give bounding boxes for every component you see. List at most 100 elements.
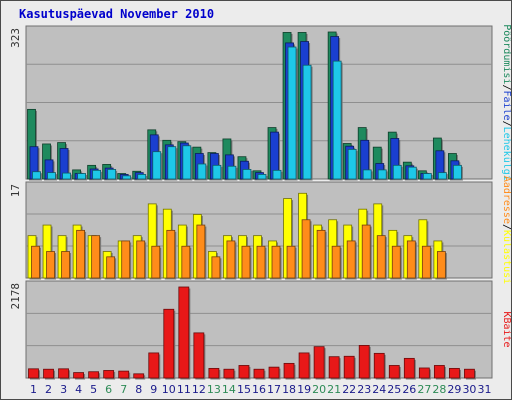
bar-lehekülgi-day-15 — [242, 169, 252, 180]
bar-lehekülgi-day-29 — [453, 164, 462, 180]
x-tick-label: 9 — [150, 383, 157, 396]
bottom-legend: KBaite — [501, 311, 511, 347]
bar-aadresse-day-9 — [151, 245, 161, 279]
bar-lehekülgi-day-26 — [407, 166, 417, 180]
x-tick-label: 1 — [30, 383, 37, 396]
bar-aadresse-day-7 — [121, 240, 131, 279]
bar-kbaite-day-1 — [28, 368, 39, 379]
bar-lehekülgi-day-24 — [377, 169, 387, 180]
x-tick-label: 10 — [162, 383, 176, 396]
bar-aadresse-day-4 — [76, 229, 85, 279]
x-tick-label: 8 — [135, 383, 142, 396]
legend-item: Faile — [501, 90, 511, 120]
bar-lehekülgi-day-22 — [347, 149, 357, 180]
bar-aadresse-day-23 — [361, 224, 371, 279]
bar-lehekülgi-day-13 — [212, 164, 222, 180]
bar-kbaite-day-15 — [238, 365, 250, 379]
bar-kbaite-day-8 — [133, 373, 145, 379]
x-tick-label: 5 — [90, 383, 97, 396]
bar-kbaite-day-22 — [343, 355, 355, 379]
bar-lehekülgi-day-9 — [152, 151, 162, 180]
bar-aadresse-day-21 — [331, 245, 341, 279]
x-tick-label: 14 — [222, 383, 236, 396]
x-tick-label: 27 — [417, 383, 431, 396]
top-ymax-label: 323 — [9, 28, 22, 48]
bar-kbaite-day-29 — [449, 367, 460, 379]
x-tick-label: 13 — [207, 383, 221, 396]
bar-lehekülgi-day-1 — [32, 171, 41, 180]
bar-aadresse-day-18 — [286, 245, 296, 279]
bar-lehekülgi-day-19 — [302, 64, 312, 180]
bar-lehekülgi-day-16 — [257, 174, 267, 180]
bar-lehekülgi-day-10 — [167, 146, 177, 180]
bar-kbaite-day-3 — [58, 368, 69, 379]
bar-aadresse-day-16 — [256, 245, 266, 279]
x-tick-label: 11 — [177, 383, 191, 396]
x-tick-label: 23 — [357, 383, 371, 396]
bar-kbaite-day-26 — [403, 357, 415, 379]
bar-kbaite-day-14 — [223, 368, 235, 379]
bar-lehekülgi-day-14 — [227, 165, 237, 180]
x-tick-label: 31 — [477, 383, 491, 396]
bar-aadresse-day-24 — [376, 235, 386, 279]
bar-kbaite-day-24 — [373, 352, 385, 379]
x-tick-label: 26 — [402, 383, 416, 396]
bar-kbaite-day-17 — [268, 366, 280, 379]
bar-aadresse-day-28 — [436, 251, 446, 279]
bottom-panel — [25, 280, 493, 379]
legend-item: Aadresse — [501, 176, 511, 224]
x-tick-label: 29 — [447, 383, 461, 396]
bar-aadresse-day-3 — [61, 251, 70, 279]
x-tick-label: 4 — [75, 383, 82, 396]
bar-aadresse-day-1 — [31, 245, 40, 279]
x-tick-label: 30 — [462, 383, 476, 396]
bar-lehekülgi-day-18 — [287, 46, 297, 180]
bar-lehekülgi-day-28 — [437, 172, 447, 180]
x-tick-label: 3 — [60, 383, 67, 396]
x-tick-label: 22 — [342, 383, 356, 396]
legend-separator: / — [501, 84, 511, 90]
middle-legend: Aadresse/Külastusi — [501, 176, 511, 284]
bar-lehekülgi-day-25 — [392, 164, 402, 180]
x-tick-label: 7 — [120, 383, 127, 396]
bar-kbaite-day-30 — [464, 368, 475, 379]
legend-item: Külastusi — [501, 230, 511, 284]
bar-kbaite-day-18 — [283, 362, 295, 379]
x-tick-label: 24 — [372, 383, 386, 396]
x-tick-label: 12 — [192, 383, 206, 396]
x-tick-label: 6 — [105, 383, 112, 396]
bar-kbaite-day-27 — [418, 367, 430, 379]
legend-item: KBaite — [501, 311, 511, 347]
bar-aadresse-day-13 — [211, 256, 221, 279]
x-tick-label: 28 — [432, 383, 446, 396]
bar-lehekülgi-day-17 — [272, 169, 282, 180]
x-tick-label: 2 — [45, 383, 52, 396]
bar-lehekülgi-day-4 — [77, 173, 86, 180]
bar-aadresse-day-11 — [181, 245, 191, 279]
x-tick-label: 15 — [237, 383, 251, 396]
bar-kbaite-day-13 — [208, 367, 220, 379]
bar-aadresse-day-19 — [301, 219, 311, 279]
bar-aadresse-day-2 — [46, 251, 55, 279]
bar-aadresse-day-14 — [226, 240, 236, 279]
bar-aadresse-day-26 — [406, 240, 416, 279]
bar-kbaite-day-12 — [193, 332, 205, 379]
x-tick-label: 25 — [387, 383, 401, 396]
top-legend: Pöördumisi/Faile/Lehekülgi — [501, 24, 511, 181]
bar-aadresse-day-5 — [91, 235, 101, 279]
x-tick-label: 20 — [312, 383, 326, 396]
middle-ymax-label: 17 — [9, 184, 22, 197]
bar-kbaite-day-28 — [433, 365, 445, 379]
bar-kbaite-day-25 — [388, 365, 400, 379]
legend-separator: / — [501, 121, 511, 127]
x-tick-label: 18 — [282, 383, 296, 396]
bar-lehekülgi-day-23 — [362, 169, 372, 180]
bar-kbaite-day-23 — [358, 345, 370, 379]
bar-kbaite-day-21 — [328, 356, 340, 379]
x-tick-label: 17 — [267, 383, 281, 396]
bottom-ymax-label: 2178 — [9, 283, 22, 310]
bar-aadresse-day-12 — [196, 224, 206, 279]
bar-lehekülgi-day-7 — [122, 175, 132, 180]
bar-lehekülgi-day-6 — [107, 169, 117, 180]
